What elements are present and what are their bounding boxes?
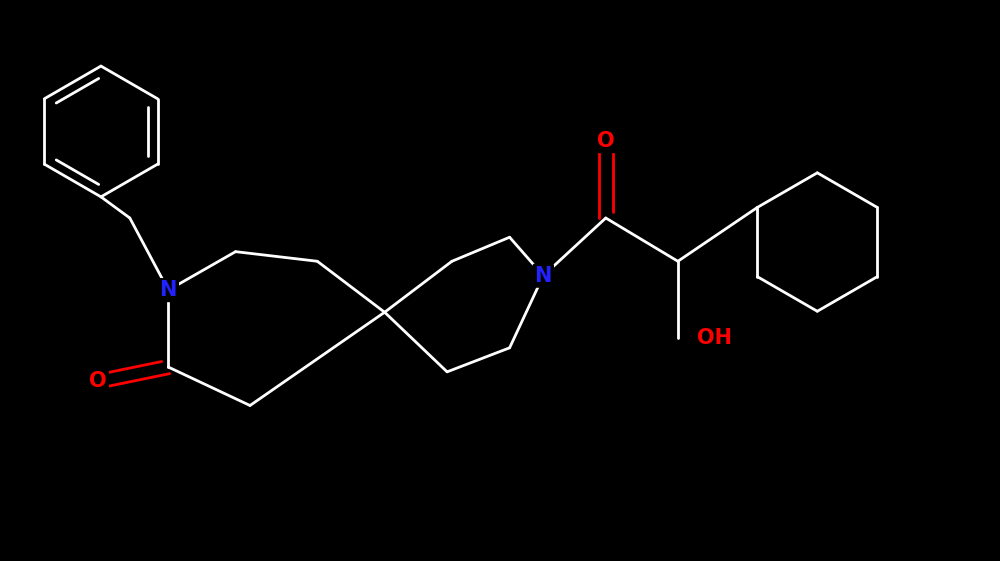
Text: N: N — [160, 280, 177, 300]
Text: OH: OH — [697, 328, 732, 348]
Text: N: N — [535, 266, 552, 286]
Text: O: O — [89, 371, 107, 392]
Text: O: O — [597, 131, 615, 151]
